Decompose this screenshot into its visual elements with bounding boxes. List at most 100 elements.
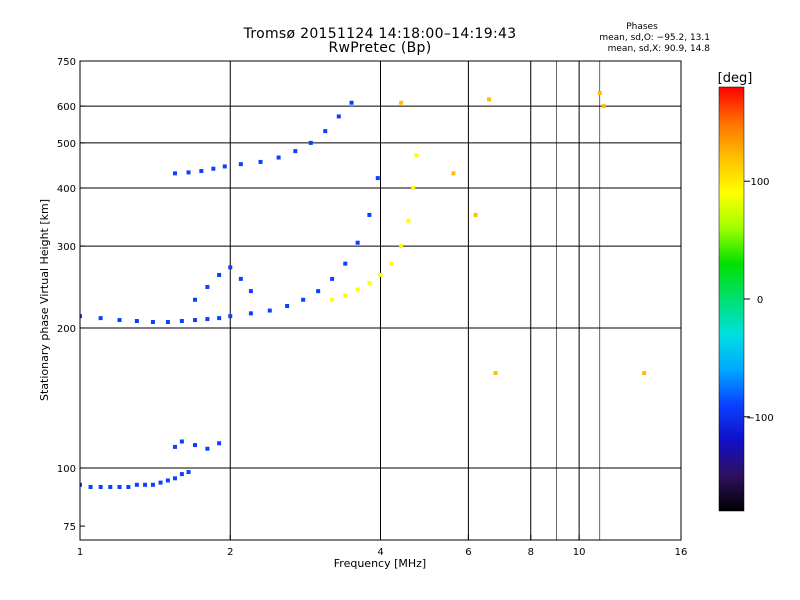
- data-point: [179, 472, 184, 477]
- data-point: [179, 319, 184, 324]
- data-point: [642, 371, 647, 376]
- data-point: [399, 100, 404, 105]
- data-point: [451, 171, 456, 176]
- data-point: [199, 169, 204, 174]
- x-tick-label: 1: [77, 547, 83, 558]
- data-point: [165, 478, 170, 483]
- data-point: [150, 482, 155, 487]
- data-point: [258, 159, 263, 164]
- data-point: [217, 441, 222, 446]
- data-point: [238, 276, 243, 281]
- data-point: [276, 155, 281, 160]
- data-point: [228, 314, 233, 319]
- data-point: [308, 140, 313, 145]
- data-point: [205, 317, 210, 322]
- colorbar-ticks: 100 0 −100: [744, 177, 774, 424]
- data-point: [158, 480, 163, 485]
- data-point: [143, 482, 148, 487]
- data-point: [117, 485, 122, 490]
- phase-stats-x-mode: mean, sd,X: 90.9, 14.8: [607, 44, 710, 54]
- data-point: [375, 176, 380, 181]
- data-point: [222, 164, 227, 169]
- plot-grid: [80, 61, 681, 540]
- data-point: [248, 289, 253, 294]
- y-axis-label: Stationary phase Virtual Height [km]: [38, 199, 51, 401]
- x-tick-label: 4: [377, 547, 383, 558]
- data-point: [98, 316, 103, 321]
- data-point: [355, 287, 360, 292]
- data-point: [172, 171, 177, 176]
- colorbar-tick-label: −100: [746, 413, 773, 424]
- data-point: [406, 218, 411, 223]
- data-point: [487, 97, 492, 102]
- data-point: [193, 297, 198, 302]
- data-point: [134, 482, 139, 487]
- data-point: [355, 240, 360, 245]
- data-point: [343, 293, 348, 298]
- x-tick-label: 2: [227, 547, 233, 558]
- data-point: [411, 185, 416, 190]
- chart-title: Tromsø 20151124 14:18:00–14:19:43: [243, 26, 517, 42]
- phase-colorbar: [718, 86, 745, 512]
- data-point: [193, 318, 198, 323]
- x-axis-label: Frequency [MHz]: [334, 557, 426, 570]
- data-point: [389, 261, 394, 266]
- data-point: [88, 485, 93, 490]
- data-point: [126, 485, 131, 490]
- data-point: [248, 311, 253, 316]
- colorbar-tick-label: 0: [757, 295, 763, 306]
- data-point: [108, 485, 113, 490]
- y-tick-label: 400: [57, 184, 76, 195]
- x-tick-label: 8: [528, 547, 534, 558]
- data-point: [343, 261, 348, 266]
- chart-subtitle: RwPretec (Bp): [328, 40, 432, 56]
- data-point: [399, 244, 404, 249]
- data-point: [117, 318, 122, 323]
- data-point: [205, 284, 210, 289]
- data-point: [330, 276, 335, 281]
- y-tick-label: 75: [63, 522, 76, 533]
- data-point: [80, 482, 82, 487]
- data-point: [205, 446, 210, 451]
- data-point: [80, 314, 82, 319]
- data-point: [597, 91, 602, 96]
- data-point: [323, 129, 328, 134]
- x-tick-label: 10: [573, 547, 586, 558]
- data-point: [217, 316, 222, 321]
- y-tick-label: 500: [57, 139, 76, 150]
- data-point: [186, 470, 191, 475]
- colorbar-unit-label: [deg]: [718, 71, 753, 86]
- data-point: [217, 272, 222, 277]
- data-point: [228, 265, 233, 270]
- y-tick-label: 300: [57, 242, 76, 253]
- y-tick-label: 200: [57, 324, 76, 335]
- data-point: [172, 476, 177, 481]
- data-point: [367, 280, 372, 285]
- data-point: [493, 371, 498, 376]
- phase-stats-heading: Phases: [626, 22, 658, 32]
- data-point: [330, 297, 335, 302]
- data-point: [150, 319, 155, 324]
- data-point: [378, 272, 383, 277]
- data-point: [473, 212, 478, 217]
- data-point: [367, 212, 372, 217]
- data-point: [179, 439, 184, 444]
- data-point: [211, 166, 216, 171]
- data-point: [98, 485, 103, 490]
- data-point: [172, 444, 177, 449]
- x-axis-ticks: 1 2 4 6 8 10 16: [77, 535, 688, 558]
- data-point: [301, 297, 306, 302]
- data-point: [285, 303, 290, 308]
- data-point: [267, 308, 272, 313]
- data-point: [134, 319, 139, 324]
- data-point: [193, 443, 198, 448]
- data-point: [293, 149, 298, 154]
- data-point: [601, 104, 606, 109]
- y-tick-label: 100: [57, 464, 76, 475]
- colorbar-tick-label: 100: [750, 177, 769, 188]
- x-tick-label: 16: [675, 547, 688, 558]
- phase-stats-o-mode: mean, sd,O: −95.2, 13.1: [599, 33, 710, 43]
- y-tick-label: 750: [57, 57, 76, 68]
- data-point: [414, 153, 419, 158]
